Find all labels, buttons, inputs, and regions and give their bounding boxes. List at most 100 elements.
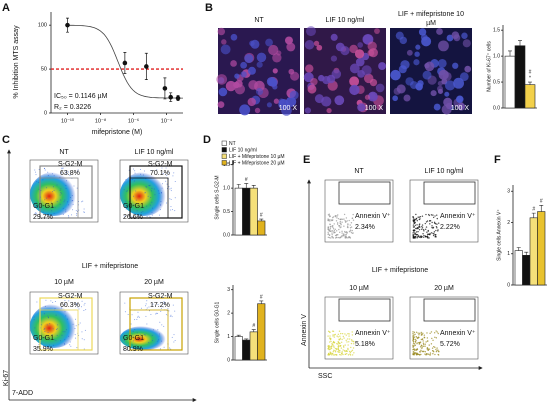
event-dot <box>418 353 420 356</box>
cell <box>330 33 338 41</box>
event-dot <box>336 343 338 345</box>
cell <box>438 40 449 52</box>
cell <box>430 90 437 97</box>
event-dot <box>342 335 345 338</box>
event-dot <box>343 213 346 216</box>
event-dot <box>350 339 353 341</box>
event-dot <box>332 354 334 356</box>
event-dot <box>42 211 44 213</box>
event-dot <box>64 339 66 341</box>
event-dot <box>336 215 338 217</box>
event-dot <box>135 199 137 201</box>
gate-label: G0-G1 <box>123 335 144 342</box>
gate <box>39 309 79 351</box>
event-dot <box>413 338 415 340</box>
event-dot <box>431 221 433 224</box>
event-dot <box>428 348 431 350</box>
event-dot <box>158 190 160 192</box>
event-dot <box>347 333 349 335</box>
event-dot <box>350 350 353 352</box>
event-dot <box>435 350 438 353</box>
cell <box>233 81 240 89</box>
event-dot <box>70 197 72 199</box>
event-dot <box>36 180 38 182</box>
event-dot <box>133 336 135 338</box>
event-dot <box>35 174 37 176</box>
plot-title: LIF 10 ng/ml <box>135 149 174 156</box>
event-dot <box>331 344 333 346</box>
event-dot <box>350 342 353 345</box>
event-dot <box>83 211 85 213</box>
cell <box>406 49 413 56</box>
event-dot <box>426 332 428 334</box>
event-dot <box>352 213 354 216</box>
event-dot <box>336 335 338 337</box>
event-dot <box>337 348 340 351</box>
event-dot <box>137 311 139 313</box>
event-dot <box>329 227 332 230</box>
event-dot <box>347 354 350 356</box>
event-dot <box>34 327 36 329</box>
cell <box>376 104 382 111</box>
event-dot <box>421 347 423 350</box>
event-dot <box>168 172 170 174</box>
cell <box>240 61 248 69</box>
event-dot <box>431 347 434 349</box>
event-dot <box>415 233 417 236</box>
event-dot <box>77 306 79 308</box>
cell <box>413 59 420 66</box>
event-dot <box>426 340 429 342</box>
event-dot <box>47 331 49 333</box>
event-dot <box>345 231 348 233</box>
event-dot <box>419 216 422 218</box>
event-dot <box>75 210 77 212</box>
event-dot <box>142 174 144 176</box>
event-dot <box>329 220 331 222</box>
event-dot <box>47 316 49 318</box>
event-dot <box>424 351 426 353</box>
event-dot <box>412 349 414 351</box>
event-dot <box>329 341 331 343</box>
x-tick-label: 10⁻¹⁰ <box>61 117 75 124</box>
event-dot <box>42 344 44 346</box>
bar <box>242 187 251 236</box>
event-dot <box>74 327 76 329</box>
event-dot <box>146 307 148 309</box>
event-dot <box>170 209 172 211</box>
event-dot <box>329 338 332 341</box>
gate <box>338 298 391 322</box>
gate-label: G0-G1 <box>33 203 54 210</box>
panel-label: A <box>2 2 10 14</box>
event-dot <box>174 197 176 199</box>
event-dot <box>421 224 424 226</box>
cell <box>218 87 228 97</box>
event-dot <box>417 227 419 230</box>
gate-label: G0-G1 <box>123 203 144 210</box>
event-dot <box>327 347 330 349</box>
gate-percent: 63.8% <box>60 170 80 177</box>
event-dot <box>141 211 143 213</box>
event-dot <box>168 310 170 312</box>
event-dot <box>136 318 138 320</box>
event-dot <box>79 322 81 324</box>
event-dot <box>343 218 345 220</box>
event-dot <box>333 231 335 233</box>
x-tick-label: 10⁻⁸ <box>95 117 106 124</box>
event-dot <box>133 347 135 349</box>
event-dot <box>414 344 416 347</box>
event-dot <box>435 229 437 232</box>
event-dot <box>340 354 342 356</box>
cell <box>284 36 293 45</box>
magnification: 100 X <box>365 105 384 112</box>
event-dot <box>65 170 67 172</box>
event-dot <box>163 303 165 305</box>
event-dot <box>421 215 424 217</box>
event-dot <box>328 234 331 237</box>
event-dot <box>152 207 154 209</box>
event-dot <box>347 338 349 340</box>
event-dot <box>416 220 418 222</box>
bar <box>537 211 546 286</box>
event-dot <box>337 217 340 220</box>
event-dot <box>138 216 140 218</box>
event-dot <box>172 304 174 306</box>
